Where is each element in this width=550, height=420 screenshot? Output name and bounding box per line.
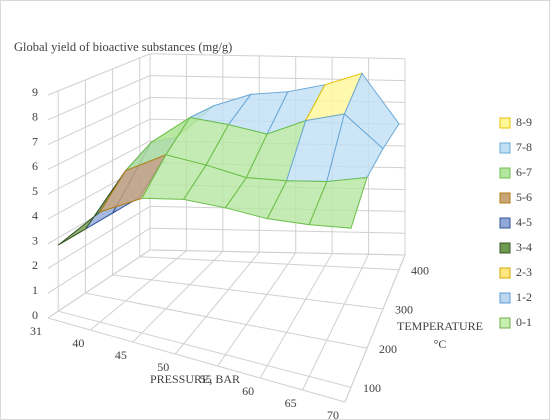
- grid-line: [149, 227, 406, 234]
- legend-swatch: [499, 117, 511, 129]
- x-tick-label: 40: [72, 336, 84, 350]
- x-tick-label: 31: [30, 324, 42, 338]
- y-tick-label: 300: [395, 303, 413, 317]
- legend-label: 0-1: [516, 315, 532, 329]
- floor-edge: [149, 249, 406, 256]
- legend-swatch: [499, 192, 511, 204]
- z-tick-label: 6: [32, 159, 38, 173]
- floor-grid: [85, 292, 368, 349]
- floor-grid: [90, 250, 187, 331]
- legend-swatch: [499, 217, 511, 229]
- z-tick-label: 8: [32, 110, 38, 124]
- legend-label: 6-7: [516, 165, 532, 179]
- floor-edge: [47, 249, 151, 319]
- z-tick-label: 9: [32, 85, 38, 99]
- legend-swatch: [499, 317, 511, 329]
- legend-label: 1-2: [516, 290, 532, 304]
- legend-label: 4-5: [516, 215, 532, 229]
- grid-line: [149, 53, 406, 60]
- x-tick-label: 65: [285, 396, 297, 410]
- floor-grid: [259, 253, 333, 379]
- z-tick-label: 1: [32, 283, 38, 297]
- legend-swatch: [499, 292, 511, 304]
- legend-label: 3-4: [516, 240, 532, 254]
- z-tick-label: 2: [32, 258, 38, 272]
- y-tick-label: 200: [379, 342, 397, 356]
- floor-grid: [174, 251, 260, 355]
- y-tick-label: 400: [411, 263, 429, 277]
- floor-grid: [302, 254, 370, 391]
- z-tick-label: 7: [32, 134, 38, 148]
- x-tick-label: 60: [242, 384, 254, 398]
- grid-line: [47, 96, 151, 146]
- x-tick-label: 45: [115, 348, 127, 362]
- floor-edge: [344, 254, 406, 403]
- z-tick-label: 5: [32, 184, 38, 198]
- legend-label: 2-3: [516, 265, 532, 279]
- y-axis-label: TEMPERATURE: [397, 319, 483, 333]
- grid-line: [47, 53, 151, 96]
- legend-swatch: [499, 142, 511, 154]
- floor-edge: [47, 317, 346, 403]
- legend-label: 5-6: [516, 190, 532, 204]
- y-axis-label: °C: [434, 337, 447, 351]
- floor-grid: [132, 251, 224, 343]
- y-tick-label: 100: [363, 381, 381, 395]
- z-tick-label: 3: [32, 233, 38, 247]
- grid-line: [47, 140, 151, 195]
- grid-line: [47, 118, 151, 170]
- x-tick-label: 55: [200, 372, 212, 386]
- x-tick-label: 70: [327, 408, 339, 420]
- legend-label: 8-9: [516, 115, 532, 129]
- chart-title: Global yield of bioactive substances (mg…: [14, 40, 232, 54]
- legend-label: 7-8: [516, 140, 532, 154]
- grid-line: [47, 205, 151, 269]
- z-tick-label: 0: [32, 308, 38, 322]
- legend-swatch: [499, 242, 511, 254]
- floor-grid: [217, 252, 297, 367]
- floor-grid: [58, 310, 352, 388]
- x-axis-label: PRESSURE, BAR: [150, 372, 240, 386]
- legend-swatch: [499, 167, 511, 179]
- x-tick-label: 50: [157, 360, 169, 374]
- floor-grid: [139, 256, 400, 271]
- grid-line: [47, 75, 151, 121]
- floor-grid: [112, 274, 384, 310]
- surface-cell: [308, 176, 368, 229]
- legend-swatch: [499, 267, 511, 279]
- grid-line: [47, 227, 151, 294]
- z-tick-label: 4: [32, 209, 38, 223]
